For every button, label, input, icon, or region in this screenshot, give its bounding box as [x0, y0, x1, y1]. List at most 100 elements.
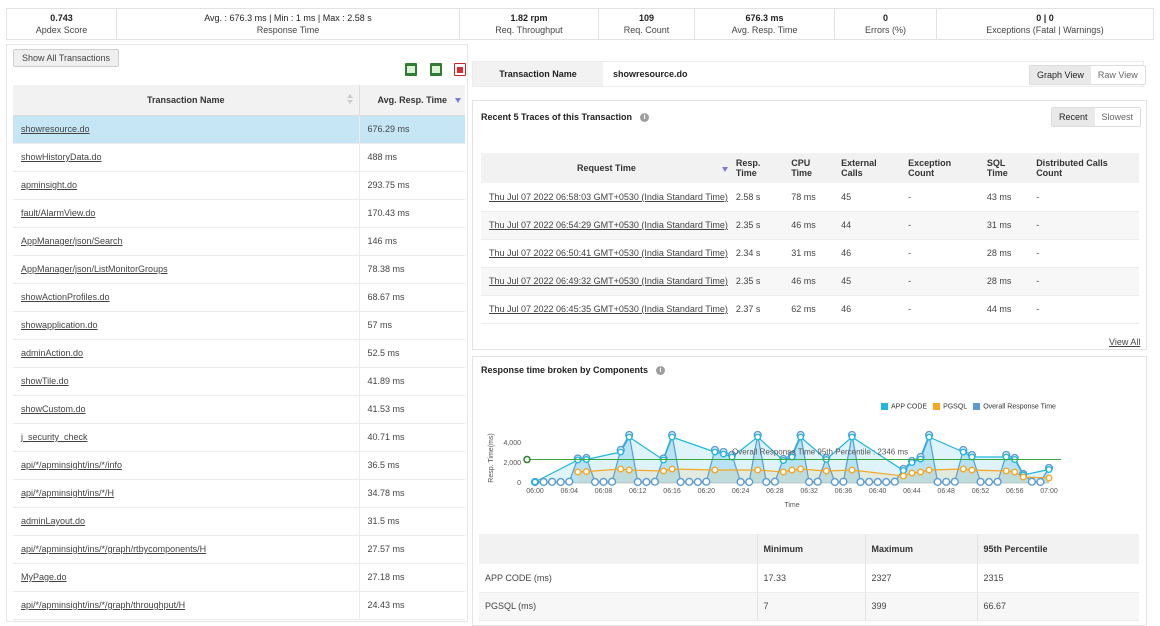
column-header[interactable]: External Calls: [837, 153, 905, 183]
transaction-row[interactable]: api/*/apminsight/ins/*/info 36.5 ms: [13, 451, 465, 480]
transaction-row[interactable]: AppManager/json/Search 146 ms: [13, 227, 465, 256]
trace-cell: -: [1032, 211, 1139, 240]
column-header-transaction-name[interactable]: Transaction Name: [13, 85, 359, 116]
info-icon[interactable]: i: [640, 113, 650, 123]
trace-row[interactable]: Thu Jul 07 2022 06:50:41 GMT+0530 (India…: [481, 239, 1139, 268]
transaction-name-link[interactable]: showCustom.do: [13, 395, 359, 424]
transaction-row[interactable]: api/*/apminsight/ins/*/H 34.78 ms: [13, 479, 465, 508]
request-time-link[interactable]: Thu Jul 07 2022 06:50:41 GMT+0530 (India…: [481, 239, 732, 268]
transaction-name-link[interactable]: api/*/apminsight/ins/*/graph/throughput/…: [13, 591, 359, 620]
transaction-name-link[interactable]: showTile.do: [13, 367, 359, 396]
trace-cell: 2.35 s: [731, 211, 788, 240]
data-point: [617, 465, 625, 473]
info-icon[interactable]: i: [656, 366, 666, 376]
transaction-name-link[interactable]: api/*/apminsight/ins/*/info: [13, 451, 359, 480]
data-point: [899, 467, 907, 475]
transaction-name-link[interactable]: showresource.do: [13, 115, 359, 144]
trace-row[interactable]: Thu Jul 07 2022 06:54:29 GMT+0530 (India…: [481, 211, 1139, 240]
x-tick-label: 06:16: [663, 488, 681, 495]
data-point: [959, 448, 967, 456]
data-point: [882, 477, 891, 487]
transaction-row[interactable]: showHistoryData.do 488 ms: [13, 143, 465, 172]
transaction-row[interactable]: api/*/apminsight/ins/*/graph/throughput/…: [13, 591, 465, 620]
slowest-button[interactable]: Slowest: [1101, 112, 1134, 122]
section-title-text: Response time broken by Components: [481, 365, 649, 375]
legend-item[interactable]: Overall Response Time: [973, 403, 1056, 410]
recent-button[interactable]: Recent: [1052, 108, 1095, 126]
stats-row: APP CODE (ms) 17.33 2327 2315: [479, 564, 1139, 593]
trace-cell: 46: [837, 295, 905, 324]
column-header: [479, 534, 757, 564]
legend-item[interactable]: PGSQL: [933, 403, 967, 410]
transaction-name-link[interactable]: AppManager/json/ListMonitorGroups: [13, 255, 359, 284]
export-pdf-icon[interactable]: [454, 63, 466, 76]
transaction-name-link[interactable]: api/*/apminsight/ins/*/graph/rtbycompone…: [13, 535, 359, 564]
data-point: [668, 465, 676, 473]
transaction-row[interactable]: showTile.do 41.89 ms: [13, 367, 465, 396]
request-time-link[interactable]: Thu Jul 07 2022 06:54:29 GMT+0530 (India…: [481, 211, 732, 240]
data-point: [917, 468, 925, 476]
trace-row[interactable]: Thu Jul 07 2022 06:45:35 GMT+0530 (India…: [481, 295, 1139, 324]
column-header[interactable]: CPU Time: [787, 153, 838, 183]
transaction-name-link[interactable]: adminLayout.do: [13, 507, 359, 536]
transaction-name-link[interactable]: MyPage.do: [13, 563, 359, 592]
show-all-transactions-button[interactable]: Show All Transactions: [13, 49, 120, 67]
column-header: Minimum: [756, 534, 865, 564]
column-header-avg-resp-time[interactable]: Avg. Resp. Time: [358, 85, 465, 116]
legend-item[interactable]: APP CODE: [881, 403, 927, 410]
column-header[interactable]: SQL Time: [982, 153, 1033, 183]
transaction-row[interactable]: showresource.do 676.29 ms: [13, 115, 465, 144]
trace-cell: 45: [837, 183, 905, 212]
data-point: [1002, 467, 1010, 475]
transaction-name-link[interactable]: apminsight.do: [13, 171, 359, 200]
transaction-row[interactable]: adminLayout.do 31.5 ms: [13, 507, 465, 536]
transaction-name-link[interactable]: showHistoryData.do: [13, 143, 359, 172]
transaction-row[interactable]: apminsight.do 293.75 ms: [13, 171, 465, 200]
transaction-row[interactable]: adminAction.do 52.5 ms: [13, 339, 465, 368]
transaction-row[interactable]: j_security_check 40.71 ms: [13, 423, 465, 452]
x-tick-label: 06:32: [800, 488, 818, 495]
transaction-row[interactable]: api/*/apminsight/ins/*/graph/rtbycompone…: [13, 535, 465, 564]
column-header[interactable]: Exception Count: [904, 153, 983, 183]
transaction-row[interactable]: showActionProfiles.do 68.67 ms: [13, 283, 465, 312]
request-time-link[interactable]: Thu Jul 07 2022 06:58:03 GMT+0530 (India…: [481, 183, 732, 212]
trace-row[interactable]: Thu Jul 07 2022 06:58:03 GMT+0530 (India…: [481, 183, 1139, 212]
transaction-name-link[interactable]: fault/AlarmView.do: [13, 199, 359, 228]
data-point: [754, 466, 762, 474]
transaction-name-link[interactable]: adminAction.do: [13, 339, 359, 368]
metric-value: 0: [882, 13, 888, 23]
request-time-link[interactable]: Thu Jul 07 2022 06:45:35 GMT+0530 (India…: [481, 295, 732, 324]
transaction-name-link[interactable]: showActionProfiles.do: [13, 283, 359, 312]
metric-label: Avg. Resp. Time: [731, 25, 798, 35]
data-point: [668, 433, 676, 441]
transaction-name-link[interactable]: AppManager/json/Search: [13, 227, 359, 256]
trace-cell: 28 ms: [982, 267, 1033, 296]
column-header[interactable]: Request Time: [481, 153, 732, 183]
transaction-name-link[interactable]: j_security_check: [13, 423, 359, 452]
x-tick-label: 06:52: [972, 488, 990, 495]
transaction-row[interactable]: showCustom.do 41.53 ms: [13, 395, 465, 424]
column-header-label: Transaction Name: [146, 94, 225, 105]
request-time-link[interactable]: Thu Jul 07 2022 06:49:32 GMT+0530 (India…: [481, 267, 732, 296]
data-point: [968, 453, 976, 461]
trace-cell: -: [1032, 239, 1139, 268]
avg-resp-time-cell: 78.38 ms: [358, 255, 465, 284]
graph-view-button[interactable]: Graph View: [1030, 66, 1091, 84]
data-point: [1002, 453, 1010, 461]
view-all-link[interactable]: View All: [1109, 337, 1141, 347]
transaction-row[interactable]: AppManager/json/ListMonitorGroups 78.38 m…: [13, 255, 465, 284]
transaction-name-link[interactable]: api/*/apminsight/ins/*/H: [13, 479, 359, 508]
export-csv-icon[interactable]: [405, 63, 417, 76]
avg-resp-time-cell: 24.43 ms: [358, 591, 465, 620]
column-header[interactable]: Resp. Time: [731, 153, 788, 183]
transaction-row[interactable]: MyPage.do 27.18 ms: [13, 563, 465, 592]
sort-icon: [346, 94, 353, 106]
column-header[interactable]: Distributed Calls Count: [1032, 153, 1139, 183]
transaction-row[interactable]: fault/AlarmView.do 170.43 ms: [13, 199, 465, 228]
transaction-name-link[interactable]: showapplication.do: [13, 311, 359, 340]
trace-row[interactable]: Thu Jul 07 2022 06:49:32 GMT+0530 (India…: [481, 267, 1139, 296]
raw-view-button[interactable]: Raw View: [1097, 70, 1138, 80]
export-excel-icon[interactable]: [430, 63, 442, 76]
y-tick-label: 4,000: [503, 440, 521, 447]
transaction-row[interactable]: showapplication.do 57 ms: [13, 311, 465, 340]
